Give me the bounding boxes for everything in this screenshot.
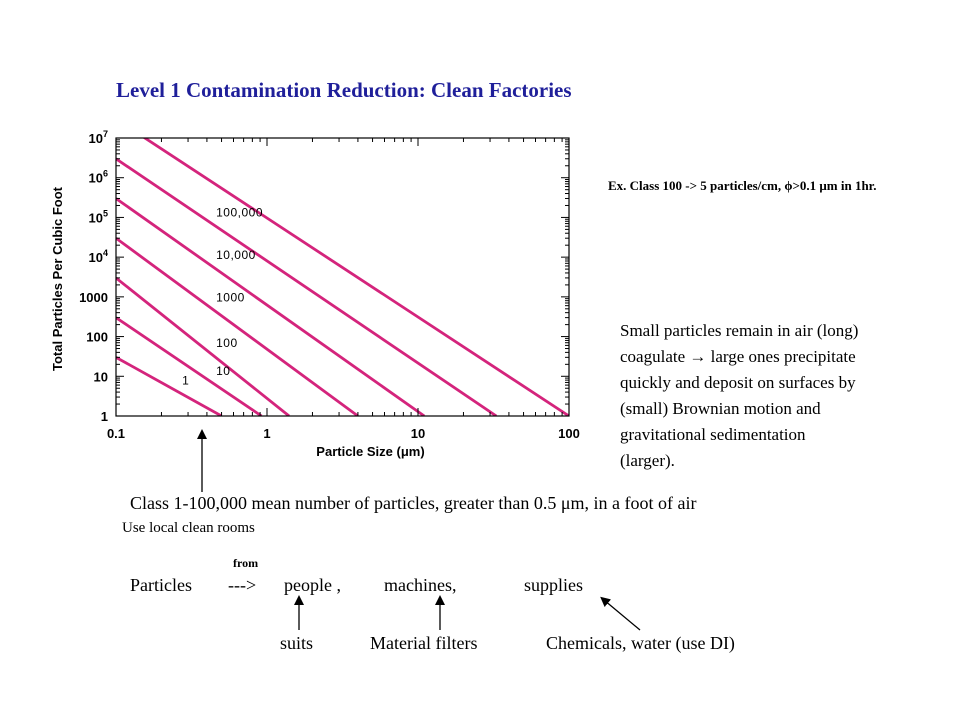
example-note: Ex. Class 100 -> 5 particles/cm, ϕ>0.1 μ… — [608, 178, 877, 193]
x-tick-label: 0.1 — [107, 426, 125, 441]
series-line-0 — [116, 356, 223, 416]
arrow-chemicals-to-supplies — [600, 596, 641, 631]
x-tick-label: 1 — [263, 426, 270, 441]
y-tick-label: 100 — [86, 330, 108, 345]
explanation-text: Small particles remain in air (long) coa… — [620, 318, 950, 474]
series-line-2 — [116, 276, 290, 416]
y-tick-label: 10 — [94, 369, 108, 384]
explanation-line: (small) Brownian motion and — [620, 399, 821, 418]
explanation-line: coagulate → large ones precipitate — [620, 347, 856, 366]
explanation-line: Small particles remain in air (long) — [620, 321, 859, 340]
y-tick-label: 106 — [89, 169, 108, 186]
y-tick-label: 107 — [89, 129, 108, 146]
explanation-line: gravitational sedimentation — [620, 425, 806, 444]
y-axis-label: Total Particles Per Cubic Foot — [50, 186, 65, 371]
chart-ticks-group: 0.1 1 10 100 1 10 100 1000 104 105 106 107 — [79, 129, 580, 441]
series-line-3 — [116, 237, 359, 416]
series-line-1 — [116, 316, 263, 416]
series-label-3: 1000 — [216, 290, 245, 304]
series-line-4 — [116, 197, 426, 416]
y-tick-label: 1 — [101, 409, 108, 424]
series-label-0: 1 — [182, 374, 189, 388]
plot-frame — [115, 137, 570, 417]
series-label-4: 10,000 — [216, 248, 256, 262]
series-line-5 — [116, 157, 498, 416]
explanation-line: (larger). — [620, 451, 675, 470]
x-tick-label: 100 — [558, 426, 580, 441]
explanation-line: quickly and deposit on surfaces by — [620, 373, 856, 392]
chart-series-group — [116, 138, 569, 416]
series-label-5: 100,000 — [216, 205, 263, 219]
x-tick-label: 10 — [411, 426, 425, 441]
solution-filters: Material filters — [370, 633, 478, 653]
series-line-6 — [142, 138, 569, 416]
particles-label: Particles — [130, 575, 192, 595]
local-clean-rooms-note: Use local clean rooms — [122, 520, 255, 536]
x-axis-label: Particle Size (μm) — [316, 444, 424, 459]
solution-chemicals: Chemicals, water (use DI) — [546, 633, 735, 653]
source-people: people , — [284, 575, 341, 595]
class-definition-note: Class 1-100,000 mean number of particles… — [130, 493, 697, 513]
solution-suits: suits — [280, 633, 314, 653]
source-supplies: supplies — [524, 575, 584, 595]
series-label-1: 10 — [216, 364, 230, 378]
source-arrow-text: ---> — [228, 575, 257, 595]
source-machines: machines, — [384, 575, 457, 595]
series-label-2: 100 — [216, 336, 238, 350]
from-label: from — [233, 556, 259, 570]
y-tick-label: 105 — [89, 208, 108, 225]
y-tick-label: 1000 — [79, 290, 108, 305]
page-title: Level 1 Contamination Reduction: Clean F… — [116, 78, 572, 102]
y-tick-label: 104 — [89, 248, 108, 265]
